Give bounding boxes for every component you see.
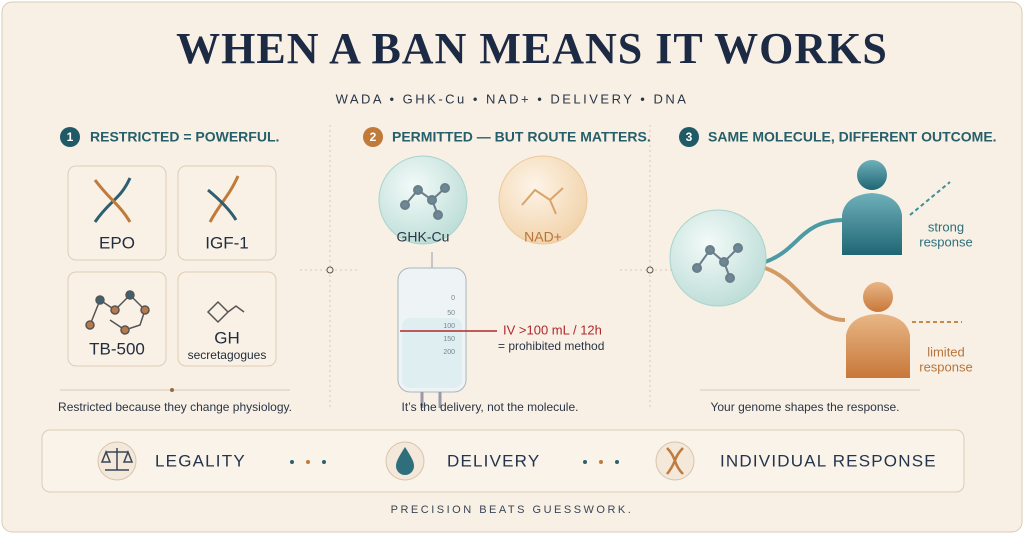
caption: Restricted because they change physiolog…: [58, 400, 292, 414]
outcome-label: strong: [928, 219, 964, 234]
outcome-label: limited: [927, 344, 965, 359]
outcome-label: response: [919, 359, 972, 374]
step-badge: [679, 127, 699, 147]
step-number: 2: [370, 130, 377, 144]
strong-figure: [842, 160, 902, 255]
molecule-label: NAD+: [524, 229, 562, 245]
item-label: GH: [214, 328, 240, 347]
dna-icons: [93, 175, 240, 223]
scale-label: 50: [447, 310, 455, 317]
footer: PRECISION BEATS GUESSWORK.: [391, 504, 634, 516]
molecule-bubble: [378, 155, 468, 245]
annotation-note: = prohibited method: [498, 339, 604, 353]
limited-path: [764, 266, 846, 322]
panel-heading: SAME MOLECULE, DIFFERENT OUTCOME.: [708, 129, 997, 145]
panel-heading: PERMITTED — BUT ROUTE MATTERS.: [392, 129, 651, 145]
drop-icon: [396, 447, 414, 475]
iv-bag: [397, 252, 467, 408]
title: WHEN A BAN MEANS IT WORKS: [176, 24, 888, 73]
scales-icon: [100, 448, 134, 471]
molecule-bubble: [498, 155, 588, 245]
subtitle: WADA • GHK-Cu • NAD+ • DELIVERY • DNA: [336, 91, 689, 106]
panel-heading: RESTRICTED = POWERFUL.: [90, 129, 279, 145]
item-label: TB-500: [89, 339, 145, 358]
step-number: 1: [67, 130, 74, 144]
molecule-label: GHK-Cu: [397, 229, 450, 245]
cards: [67, 165, 277, 367]
item-label: secretagogues: [188, 348, 267, 362]
molecule-icon: [85, 290, 245, 335]
caption: It’s the delivery, not the molecule.: [402, 400, 579, 414]
scale-label: 150: [443, 336, 455, 343]
pillar-label: DELIVERY: [447, 451, 540, 470]
item-label: EPO: [99, 233, 135, 252]
step-badge: [60, 127, 80, 147]
separator-dots: [290, 460, 619, 464]
divider-dot: [326, 266, 334, 274]
step-number: 3: [686, 130, 693, 144]
outcome-label: response: [919, 234, 972, 249]
dna-icon: [666, 447, 684, 475]
divider-dot: [646, 266, 654, 274]
scale-label: 0: [451, 295, 455, 302]
rule-dot: [170, 388, 174, 392]
scale-label: 200: [443, 349, 455, 356]
strong-path: [764, 218, 846, 264]
caption: Your genome shapes the response.: [710, 400, 899, 414]
pillar-bar: [41, 429, 965, 493]
item-label: IGF-1: [205, 233, 248, 252]
annotation: IV >100 mL / 12h: [503, 322, 602, 337]
limited-figure: [846, 282, 910, 378]
pillar-label: LEGALITY: [155, 451, 246, 470]
strong-arrow: [909, 181, 951, 216]
pillar-label: INDIVIDUAL RESPONSE: [720, 451, 937, 470]
molecule-icon: [692, 243, 743, 283]
scale-label: 100: [443, 323, 455, 330]
molecule-icon: [400, 183, 564, 220]
step-badge: [363, 127, 383, 147]
